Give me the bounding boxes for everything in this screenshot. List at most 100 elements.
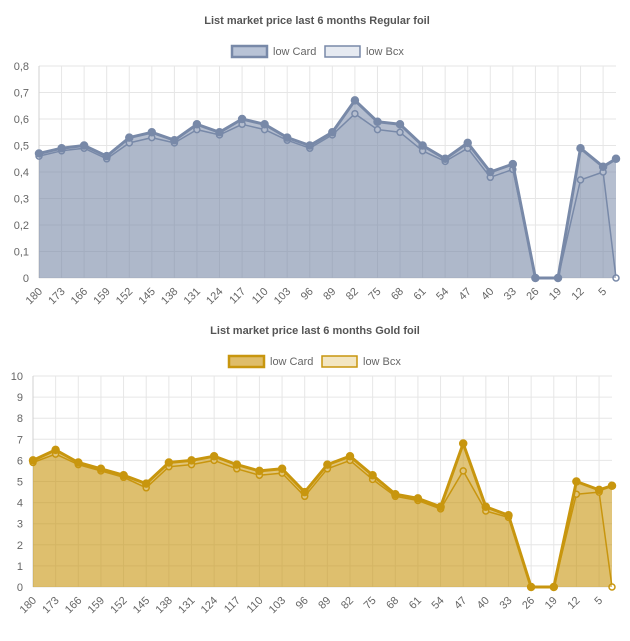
legend-swatch-low-card[interactable] <box>227 354 266 369</box>
x-tick-label: 68 <box>384 595 401 612</box>
x-tick-label: 173 <box>40 595 61 616</box>
data-point-low-card[interactable] <box>373 117 382 126</box>
chart-1-series <box>34 96 621 283</box>
data-point-low-card[interactable] <box>192 120 202 129</box>
x-tick-label: 96 <box>294 595 311 612</box>
y-tick-label: 0 <box>17 582 23 594</box>
data-point-low-card[interactable] <box>141 479 151 488</box>
data-point-low-card[interactable] <box>164 458 174 467</box>
x-tick-label: 40 <box>479 286 496 303</box>
data-point-low-card[interactable] <box>549 582 559 592</box>
x-tick-label: 180 <box>24 286 45 307</box>
y-tick-label: 0,7 <box>14 88 29 100</box>
data-point-low-card[interactable] <box>463 138 472 148</box>
data-point-low-card[interactable] <box>350 96 360 105</box>
data-point-low-card[interactable] <box>147 128 157 137</box>
x-tick-label: 33 <box>497 595 514 612</box>
chart-1-legend[interactable]: low Card low Bcx <box>230 44 404 59</box>
data-point-low-card[interactable] <box>607 481 617 490</box>
data-point-low-card[interactable] <box>170 135 179 145</box>
data-point-low-card[interactable] <box>594 485 604 495</box>
data-point-low-card[interactable] <box>576 143 585 153</box>
data-point-low-card[interactable] <box>436 502 445 512</box>
data-point-low-card[interactable] <box>504 511 513 520</box>
data-point-low-card[interactable] <box>260 120 269 129</box>
x-tick-label: 145 <box>131 595 152 616</box>
x-tick-label: 19 <box>543 595 560 612</box>
data-point-low-card[interactable] <box>255 466 264 476</box>
chart-1-x-axis: 180 173 166 159 152 145 138 131 124 117 110 103 96 89… <box>24 286 610 307</box>
data-point-low-card[interactable] <box>79 141 89 150</box>
data-point-low-card[interactable] <box>119 470 128 480</box>
data-point-low-card[interactable] <box>51 445 60 455</box>
legend-label-low-bcx[interactable]: low Bcx <box>366 46 404 58</box>
series-area-low-card <box>39 100 616 279</box>
legend-swatch-low-bcx[interactable] <box>321 355 358 368</box>
x-tick-label: 47 <box>452 595 469 612</box>
y-tick-label: 0,4 <box>14 167 29 179</box>
data-point-low-card[interactable] <box>345 451 355 461</box>
x-tick-label: 138 <box>154 595 175 616</box>
data-point-low-card[interactable] <box>553 273 563 283</box>
data-point-low-card[interactable] <box>328 128 337 137</box>
data-point-low-card[interactable] <box>215 128 224 137</box>
y-tick-label: 0,3 <box>14 194 29 206</box>
y-tick-label: 3 <box>17 519 23 531</box>
x-tick-label: 166 <box>63 595 84 616</box>
data-point-low-card[interactable] <box>598 162 608 171</box>
data-point-low-card[interactable] <box>187 456 196 465</box>
data-point-low-card[interactable] <box>526 582 536 592</box>
y-tick-label: 0 <box>23 273 29 285</box>
y-tick-label: 6 <box>17 455 23 467</box>
x-tick-label: 26 <box>524 286 541 303</box>
data-point-low-card[interactable] <box>277 464 287 474</box>
data-point-low-card[interactable] <box>282 133 292 142</box>
data-point-low-card[interactable] <box>368 470 377 480</box>
legend-label-low-card[interactable]: low Card <box>270 356 313 368</box>
legend-swatch-low-bcx[interactable] <box>324 45 361 58</box>
x-tick-label: 138 <box>159 286 180 307</box>
data-point-low-card[interactable] <box>209 451 219 461</box>
y-tick-label: 1 <box>17 561 23 573</box>
x-tick-label: 110 <box>245 595 266 616</box>
data-point-low-card[interactable] <box>305 141 315 150</box>
data-point-low-card[interactable] <box>28 456 38 465</box>
data-point-low-card[interactable] <box>57 143 66 153</box>
data-point-low-card[interactable] <box>74 458 83 467</box>
data-point-low-card[interactable] <box>237 114 247 124</box>
data-point-low-card[interactable] <box>572 477 581 486</box>
data-point-low-card[interactable] <box>300 487 309 497</box>
data-point-low-card[interactable] <box>34 149 44 158</box>
x-tick-label: 89 <box>316 595 333 612</box>
data-point-low-card[interactable] <box>395 120 405 129</box>
chart-2-legend[interactable]: low Card low Bcx <box>227 354 401 369</box>
x-tick-label: 173 <box>46 286 67 307</box>
data-point-low-card[interactable] <box>96 464 106 474</box>
data-point-low-card[interactable] <box>418 141 427 150</box>
legend-swatch-low-card[interactable] <box>230 44 269 59</box>
data-point-low-card[interactable] <box>323 460 332 469</box>
x-tick-label: 124 <box>199 595 220 616</box>
data-point-low-card[interactable] <box>508 159 518 169</box>
x-tick-label: 110 <box>250 286 271 307</box>
data-point-low-card[interactable] <box>531 273 540 283</box>
data-point-low-card[interactable] <box>413 494 423 503</box>
data-point-low-card[interactable] <box>102 151 111 161</box>
y-tick-label: 4 <box>17 498 23 510</box>
data-point-low-card[interactable] <box>486 167 495 177</box>
chart-2-y-axis: 0 1 2 3 4 5 6 7 8 9 10 <box>11 371 23 594</box>
data-point-low-card[interactable] <box>440 154 450 164</box>
series-area-low-card <box>33 443 612 587</box>
data-point-low-card[interactable] <box>232 460 242 469</box>
legend-label-low-bcx[interactable]: low Bcx <box>363 356 401 368</box>
data-point-low-card[interactable] <box>458 439 468 448</box>
x-tick-label: 54 <box>434 286 451 303</box>
data-point-low-card[interactable] <box>391 489 400 499</box>
x-tick-label: 5 <box>596 286 609 299</box>
legend-label-low-card[interactable]: low Card <box>273 46 316 58</box>
data-point-low-card[interactable] <box>611 154 621 164</box>
data-point-low-card[interactable] <box>481 502 491 512</box>
x-tick-label: 145 <box>136 286 157 307</box>
data-point-low-card[interactable] <box>125 133 134 142</box>
